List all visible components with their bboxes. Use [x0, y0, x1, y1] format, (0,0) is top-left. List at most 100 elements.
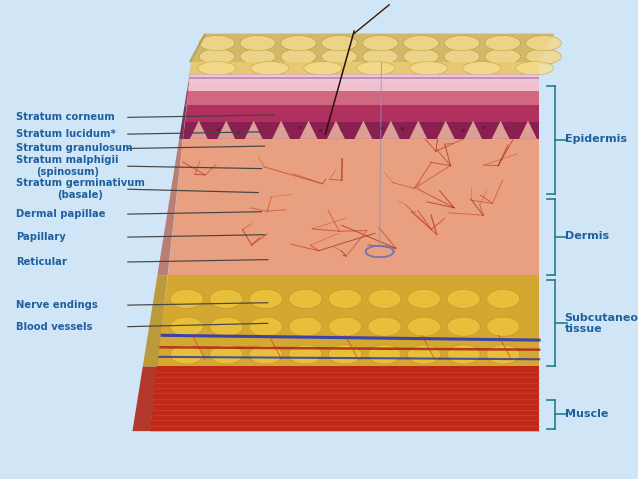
Polygon shape: [191, 34, 554, 62]
Polygon shape: [357, 62, 395, 75]
Text: Dermal papillae: Dermal papillae: [16, 209, 105, 219]
Polygon shape: [185, 105, 539, 122]
Polygon shape: [300, 121, 318, 139]
Text: Stratum malphigii
(spinosum): Stratum malphigii (spinosum): [16, 155, 119, 177]
Polygon shape: [150, 366, 539, 431]
Polygon shape: [189, 74, 539, 82]
Polygon shape: [368, 345, 401, 364]
Polygon shape: [189, 77, 539, 80]
Polygon shape: [403, 35, 439, 51]
Polygon shape: [143, 275, 168, 366]
Polygon shape: [182, 105, 186, 122]
Polygon shape: [289, 317, 322, 336]
Polygon shape: [444, 35, 480, 51]
Polygon shape: [464, 121, 482, 139]
Polygon shape: [526, 49, 561, 64]
Polygon shape: [410, 121, 427, 139]
Polygon shape: [210, 317, 243, 336]
Polygon shape: [362, 35, 398, 51]
Polygon shape: [281, 49, 316, 64]
Text: Epidermis: Epidermis: [565, 134, 627, 144]
Polygon shape: [485, 49, 521, 64]
Text: Muscle: Muscle: [565, 410, 608, 419]
Polygon shape: [485, 35, 521, 51]
Polygon shape: [245, 121, 263, 139]
Polygon shape: [183, 122, 539, 139]
Polygon shape: [408, 317, 441, 336]
Polygon shape: [289, 345, 322, 364]
Polygon shape: [210, 345, 243, 364]
Text: Nerve endings: Nerve endings: [16, 300, 98, 310]
Polygon shape: [189, 79, 539, 82]
Polygon shape: [408, 345, 441, 364]
Polygon shape: [199, 49, 235, 64]
Polygon shape: [170, 317, 204, 336]
Text: Stratum corneum: Stratum corneum: [16, 113, 115, 122]
Polygon shape: [170, 345, 204, 364]
Polygon shape: [190, 121, 208, 139]
Polygon shape: [158, 275, 539, 366]
Polygon shape: [188, 82, 539, 91]
Polygon shape: [437, 121, 455, 139]
Polygon shape: [447, 317, 480, 336]
Polygon shape: [329, 345, 362, 364]
Polygon shape: [304, 62, 342, 75]
Polygon shape: [463, 62, 501, 75]
Text: Reticular: Reticular: [16, 257, 67, 267]
Polygon shape: [133, 366, 158, 431]
Polygon shape: [526, 35, 561, 51]
Text: Papillary: Papillary: [16, 232, 66, 242]
Polygon shape: [487, 289, 520, 308]
Text: Stratum lucidum*: Stratum lucidum*: [16, 129, 116, 139]
Polygon shape: [240, 49, 276, 64]
Polygon shape: [444, 49, 480, 64]
Polygon shape: [187, 82, 189, 91]
Polygon shape: [447, 289, 480, 308]
Text: Dermis: Dermis: [565, 231, 609, 240]
Polygon shape: [322, 35, 357, 51]
Polygon shape: [410, 62, 448, 75]
Polygon shape: [355, 121, 373, 139]
Polygon shape: [199, 35, 235, 51]
Polygon shape: [249, 317, 283, 336]
Polygon shape: [516, 62, 554, 75]
Polygon shape: [487, 317, 520, 336]
Polygon shape: [168, 139, 539, 275]
Text: Stratum granulosum: Stratum granulosum: [16, 144, 133, 153]
Text: Blood vessels: Blood vessels: [16, 322, 93, 331]
Polygon shape: [158, 139, 183, 275]
Polygon shape: [170, 289, 204, 308]
Polygon shape: [189, 62, 191, 74]
Polygon shape: [190, 62, 539, 74]
Polygon shape: [188, 74, 190, 82]
Polygon shape: [281, 35, 316, 51]
Polygon shape: [189, 34, 207, 62]
Polygon shape: [382, 121, 400, 139]
Polygon shape: [492, 121, 510, 139]
Polygon shape: [186, 91, 539, 105]
Polygon shape: [329, 289, 362, 308]
Polygon shape: [368, 289, 401, 308]
Polygon shape: [218, 121, 235, 139]
Polygon shape: [403, 49, 439, 64]
Polygon shape: [251, 62, 289, 75]
Polygon shape: [322, 49, 357, 64]
Polygon shape: [289, 289, 322, 308]
Polygon shape: [249, 345, 283, 364]
Polygon shape: [362, 49, 398, 64]
Polygon shape: [329, 317, 362, 336]
Polygon shape: [179, 122, 185, 139]
Polygon shape: [210, 289, 243, 308]
Text: Subcutaneous
tissue: Subcutaneous tissue: [565, 312, 638, 334]
Polygon shape: [272, 121, 290, 139]
Polygon shape: [198, 62, 236, 75]
Polygon shape: [184, 91, 188, 105]
Polygon shape: [240, 35, 276, 51]
Polygon shape: [519, 121, 537, 139]
Polygon shape: [249, 289, 283, 308]
Polygon shape: [327, 121, 345, 139]
Polygon shape: [189, 75, 539, 78]
Text: Stratum germinativum
(basale): Stratum germinativum (basale): [16, 178, 145, 200]
Polygon shape: [447, 345, 480, 364]
Polygon shape: [487, 345, 520, 364]
